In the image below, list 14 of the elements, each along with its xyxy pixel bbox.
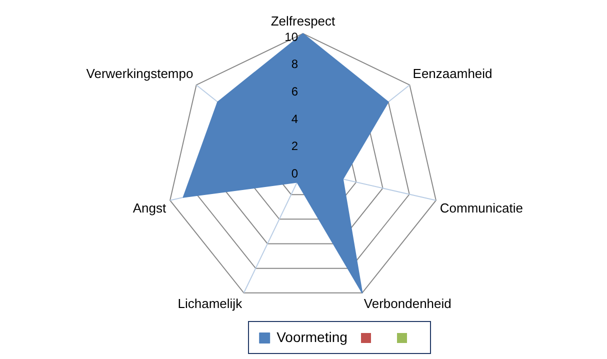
y-tick-label: 6 xyxy=(291,84,298,98)
y-tick-label: 8 xyxy=(291,57,298,72)
spoke-label: Verbondenheid xyxy=(364,296,452,311)
y-tick-label: 0 xyxy=(291,166,298,180)
spoke-label: Angst xyxy=(132,200,166,216)
y-tick-label: 10 xyxy=(284,30,298,44)
spoke-label: Lichamelijk xyxy=(178,296,243,311)
legend-label: Voormeting xyxy=(276,328,348,345)
spoke-label: Zelfrespect xyxy=(270,13,336,28)
spoke-label: Communicatie xyxy=(440,200,523,216)
spoke-label: Verwerkingstempo xyxy=(86,66,194,82)
spoke-label: Eenzaamheid xyxy=(412,66,492,82)
y-tick-label: 2 xyxy=(291,139,298,154)
y-tick-label: 4 xyxy=(291,112,298,126)
